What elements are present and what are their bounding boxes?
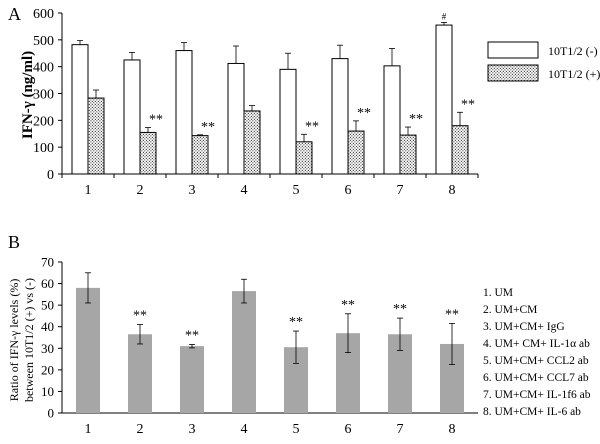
x-tick-label: 7 — [397, 183, 404, 198]
key-item: 3. UM+CM+ IgG — [483, 321, 565, 333]
significance-marker: ** — [357, 106, 371, 121]
panel-b: B Ratio of IFN-γ levels (%) between 10T1… — [7, 232, 591, 437]
y-tick-label: 10 — [41, 384, 54, 399]
panel-a-y-axis-label: IFN-γ (ng/ml) — [20, 51, 36, 139]
legend-swatch-series-2 — [487, 64, 539, 82]
significance-marker: ** — [305, 119, 319, 134]
panel-a-error-bars — [77, 21, 463, 142]
key-item: 2. UM+CM — [483, 304, 537, 316]
x-tick-label: 7 — [397, 422, 404, 437]
x-tick-label: 2 — [137, 422, 144, 437]
y-tick-label: 600 — [33, 7, 54, 22]
x-tick-label: 3 — [189, 422, 196, 437]
bar — [76, 287, 100, 413]
legend-label-series-2: 10T1/2 (+) — [548, 67, 600, 81]
panel-a-letter: A — [8, 4, 21, 24]
y-tick-label: 30 — [41, 341, 54, 356]
significance-marker: ** — [409, 112, 423, 127]
legend-label-series-1: 10T1/2 (-) — [548, 44, 598, 58]
x-tick-label: 2 — [137, 183, 144, 198]
panel-a-legend: 10T1/2 (-) 10T1/2 (+) — [487, 41, 600, 82]
y-tick-label: 20 — [41, 362, 54, 377]
x-tick-label: 5 — [293, 183, 300, 198]
key-item: 4. UM+ CM+ IL-1α ab — [483, 338, 590, 350]
bar-1 — [435, 24, 453, 175]
x-tick-label: 4 — [241, 422, 248, 437]
significance-marker: # — [442, 11, 447, 21]
key-item: 8. UM+CM+ IL-6 ab — [483, 406, 581, 418]
y-tick-label: 40 — [41, 319, 54, 334]
panel-b-axes — [58, 261, 478, 414]
panel-b-error-bars — [85, 272, 455, 365]
x-tick-label: 3 — [189, 183, 196, 198]
bar — [128, 334, 152, 413]
bar-2 — [87, 97, 105, 175]
panel-a: A IFN-γ (ng/ml) # ** ** ** ** ** ** 0 100 200 300… — [8, 4, 600, 198]
key-item: 5. UM+CM+ CCL2 ab — [483, 355, 589, 367]
significance-marker: ** — [289, 315, 303, 330]
bar-1 — [123, 59, 141, 175]
bar-2 — [243, 110, 261, 175]
x-tick-label: 6 — [345, 422, 352, 437]
key-item: 7. UM+CM+ IL-1f6 ab — [483, 389, 591, 401]
bar-2 — [139, 131, 157, 175]
bar-1 — [279, 68, 297, 175]
y-tick-label: 70 — [41, 255, 54, 270]
key-item: 6. UM+CM+ CCL7 ab — [483, 372, 589, 384]
x-tick-label: 8 — [449, 183, 456, 198]
panel-a-annotations: # ** ** ** ** ** ** — [149, 11, 475, 134]
bar-1 — [175, 50, 193, 175]
bar-2 — [347, 130, 365, 175]
panel-b-y-axis-label-line-1: Ratio of IFN-γ levels (%) — [7, 279, 21, 402]
significance-marker: ** — [133, 309, 147, 324]
bar-1 — [383, 65, 401, 175]
significance-marker: ** — [445, 307, 459, 322]
x-tick-label: 5 — [293, 422, 300, 437]
significance-marker: ** — [201, 120, 215, 135]
x-tick-label: 4 — [241, 183, 248, 198]
panel-b-letter: B — [8, 232, 20, 252]
y-tick-label: 100 — [33, 141, 54, 156]
significance-marker: ** — [185, 328, 199, 343]
x-tick-label: 1 — [85, 183, 92, 198]
y-tick-label: 200 — [33, 114, 54, 129]
y-tick-label: 400 — [33, 61, 54, 76]
bar — [180, 346, 204, 413]
significance-marker: ** — [341, 298, 355, 313]
key-item: 1. UM — [483, 287, 513, 299]
y-tick-label: 500 — [33, 34, 54, 49]
x-tick-label: 6 — [345, 183, 352, 198]
significance-marker: ** — [393, 302, 407, 317]
panel-b-annotations: ** ** ** ** ** ** — [133, 298, 459, 344]
panel-b-treatment-key: 1. UM 2. UM+CM 3. UM+CM+ IgG 4. UM+ CM+ … — [483, 287, 591, 418]
y-tick-label: 300 — [33, 88, 54, 103]
bar — [232, 291, 256, 413]
bar-2 — [295, 141, 313, 175]
legend-swatch-series-1 — [487, 41, 539, 59]
significance-marker: ** — [461, 97, 475, 112]
panel-b-bars — [76, 287, 464, 413]
panel-a-tick-labels: 0 100 200 300 400 500 600 1 2 3 4 5 6 7 8 — [33, 7, 456, 198]
bar-2 — [451, 125, 469, 175]
y-tick-label: 0 — [47, 168, 54, 183]
panel-a-bars — [71, 24, 469, 175]
bar-1 — [71, 44, 89, 175]
panel-b-tick-labels: 0 10 20 30 40 50 60 70 1 2 3 4 5 6 7 8 — [41, 255, 456, 438]
significance-marker: ** — [149, 113, 163, 128]
bar-1 — [331, 58, 349, 175]
bar-1 — [227, 62, 245, 175]
x-tick-label: 8 — [449, 422, 456, 437]
bar-2 — [191, 135, 209, 175]
y-tick-label: 0 — [48, 406, 55, 421]
y-tick-label: 50 — [41, 298, 54, 313]
x-tick-label: 1 — [85, 422, 92, 437]
bar-2 — [399, 134, 417, 175]
panel-b-y-axis-label-line-2: between 10T1/2 (+) vs (-) — [22, 278, 36, 402]
y-tick-label: 60 — [41, 276, 54, 291]
